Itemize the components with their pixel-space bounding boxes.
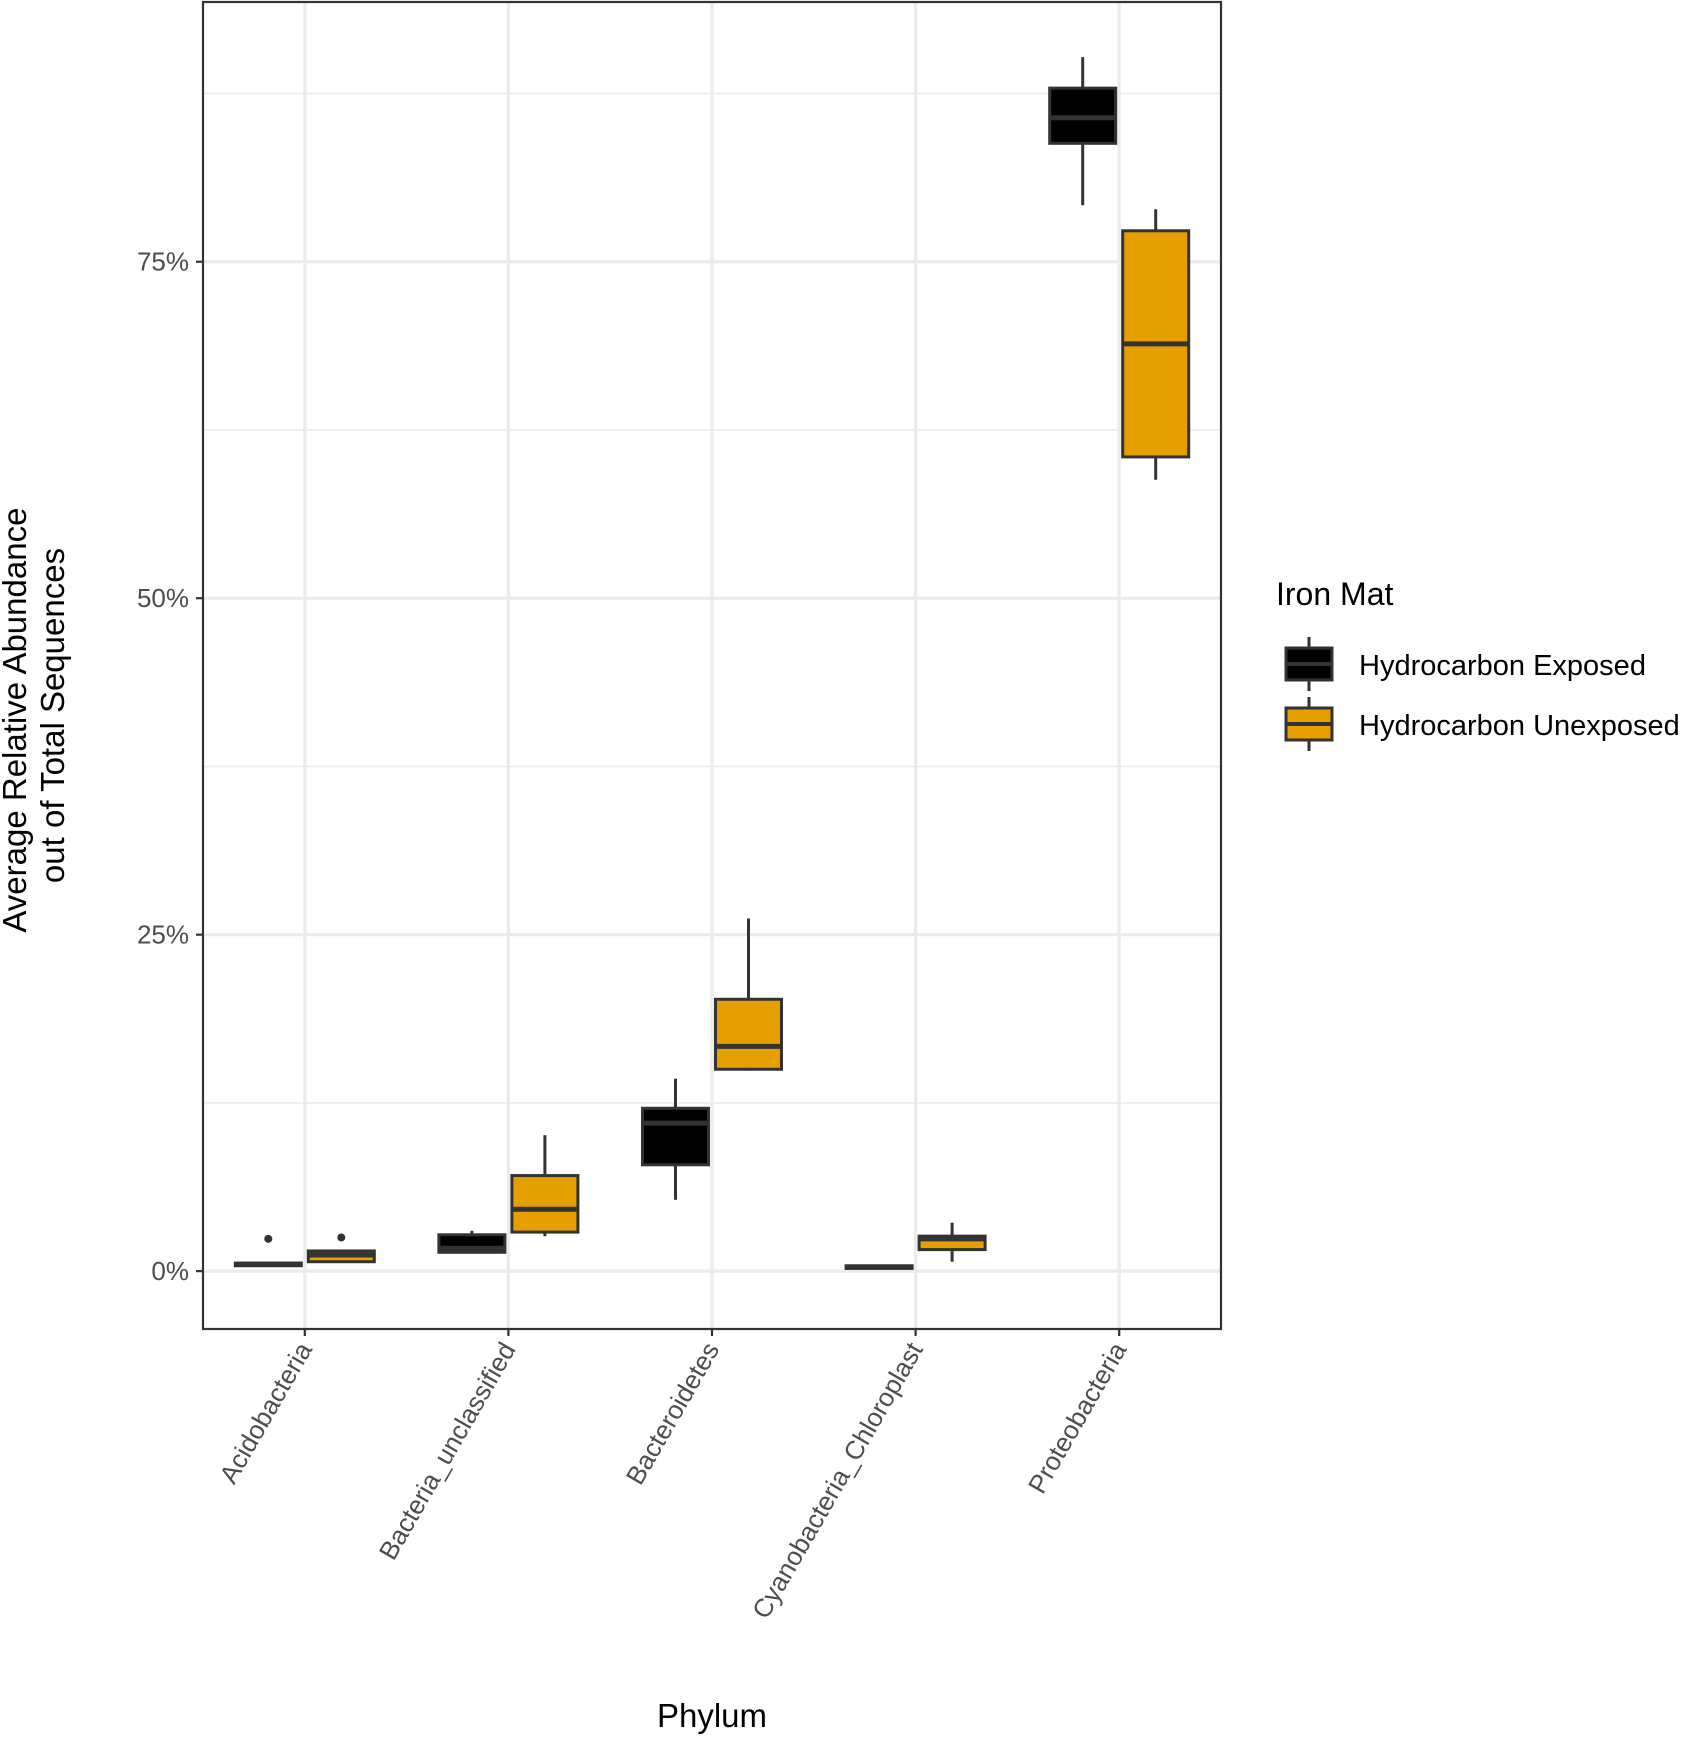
box-hydrocarbon-exposed-proteobacteria bbox=[1048, 57, 1118, 206]
x-axis-title: Phylum bbox=[657, 1697, 767, 1734]
y-axis-title-line-1: Average Relative Abundance bbox=[0, 508, 33, 933]
box-body bbox=[714, 997, 783, 1071]
box-hydrocarbon-unexposed-proteobacteria bbox=[1121, 209, 1191, 480]
y-axis-title-line-2: out of Total Sequences bbox=[34, 548, 71, 883]
box-body bbox=[510, 1174, 580, 1234]
box-hydrocarbon-exposed-bacteria_unclassified bbox=[437, 1230, 507, 1254]
legend-label-exposed: Hydrocarbon Exposed bbox=[1359, 650, 1646, 682]
x-tick-label: Cyanobacteria_Chloroplast bbox=[746, 1336, 929, 1623]
legend-key-unexposed bbox=[1284, 697, 1334, 751]
box-hydrocarbon-unexposed-bacteroidetes bbox=[714, 918, 783, 1071]
box-hydrocarbon-unexposed-bacteria_unclassified bbox=[510, 1135, 580, 1237]
legend-title: Iron Mat bbox=[1276, 576, 1393, 612]
x-axis: Acidobacteria Bacteria_unclassified Bacter… bbox=[213, 1329, 1133, 1624]
y-tick-label: 0% bbox=[151, 1256, 189, 1286]
y-axis: 0% 25% 50% 75% bbox=[137, 247, 203, 1286]
legend-label-unexposed: Hydrocarbon Unexposed bbox=[1359, 710, 1680, 742]
legend-key-exposed bbox=[1284, 637, 1334, 691]
y-tick-label: 75% bbox=[137, 247, 189, 277]
y-tick-label: 50% bbox=[137, 583, 189, 613]
box-hydrocarbon-unexposed-cyanobacteria_chloroplast bbox=[917, 1222, 987, 1262]
box-hydrocarbon-exposed-cyanobacteria_chloroplast bbox=[844, 1264, 914, 1270]
y-tick-label: 25% bbox=[137, 920, 189, 950]
gridlines bbox=[203, 2, 1221, 1329]
legend-keys bbox=[1284, 637, 1334, 751]
x-tick-label: Proteobacteria bbox=[1022, 1337, 1133, 1499]
legend: Iron Mat Hydrocarbon Exposed Hydrocarbon… bbox=[1276, 576, 1680, 751]
box-body bbox=[641, 1106, 710, 1167]
box-hydrocarbon-exposed-bacteroidetes bbox=[641, 1078, 710, 1200]
box-hydrocarbon-unexposed-acidobacteria bbox=[306, 1233, 376, 1264]
outlier-point bbox=[264, 1234, 273, 1243]
y-axis-title: Average Relative Abundance out of Total … bbox=[0, 498, 71, 932]
x-tick-label: Bacteria_unclassified bbox=[373, 1337, 522, 1565]
boxes bbox=[233, 57, 1191, 1270]
outlier-point bbox=[337, 1233, 346, 1242]
box-hydrocarbon-exposed-acidobacteria bbox=[233, 1234, 303, 1268]
x-tick-label: Acidobacteria bbox=[213, 1337, 318, 1489]
x-tick-label: Bacteroidetes bbox=[620, 1337, 725, 1490]
